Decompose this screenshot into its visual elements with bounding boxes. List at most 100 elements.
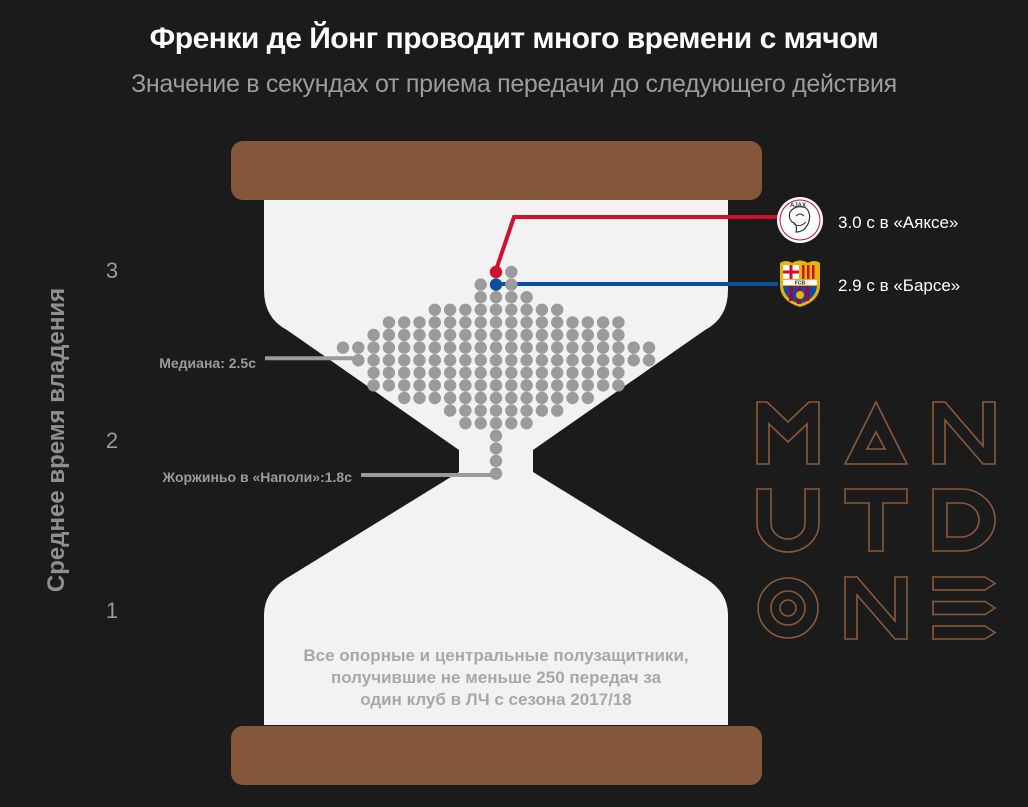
player-dot (489, 454, 503, 468)
player-dot (505, 303, 518, 316)
player-dot (413, 379, 426, 392)
player-dot (489, 328, 503, 342)
player-dot (474, 291, 487, 304)
player-dot (535, 404, 549, 417)
player-dot (474, 278, 487, 291)
player-dot (566, 379, 579, 392)
player-dot (535, 316, 549, 329)
player-dot (443, 366, 457, 379)
player-dot (596, 366, 610, 379)
player-dot (398, 354, 411, 367)
player-dot (474, 328, 487, 342)
player-dot (535, 366, 549, 379)
player-dot (612, 354, 625, 367)
player-dot (352, 354, 365, 367)
player-dot (520, 291, 533, 304)
player-dot (520, 404, 533, 417)
y-axis-title: Среднее время владения (43, 288, 70, 592)
player-dot (551, 404, 564, 417)
barca-label: 2.9 с в «Барсе» (838, 276, 960, 295)
player-dot (535, 303, 549, 316)
player-dot (581, 341, 594, 354)
player-dot (520, 391, 533, 405)
player-dot (505, 328, 518, 342)
player-dot (489, 354, 503, 367)
player-dot (535, 354, 549, 367)
player-dot (505, 354, 518, 367)
player-dot (474, 341, 487, 354)
player-dot (443, 328, 457, 342)
player-dot (459, 303, 472, 316)
player-dot (505, 391, 518, 405)
player-dot (520, 328, 533, 342)
player-dot (581, 354, 594, 367)
player-dot (459, 354, 472, 367)
player-dot (627, 341, 640, 354)
player-dot (428, 316, 441, 329)
chart-title: Френки де Йонг проводит много времени с … (149, 22, 879, 55)
player-dot (367, 354, 380, 367)
player-dot (428, 354, 441, 367)
player-dot (489, 303, 503, 316)
player-dot (413, 328, 426, 342)
player-dot (443, 404, 457, 417)
player-dot (459, 404, 472, 417)
player-dot (612, 316, 625, 329)
player-dot (627, 354, 640, 367)
ajax-callout-line (494, 215, 778, 271)
player-dot (551, 354, 564, 367)
player-dot (581, 391, 594, 405)
player-dot (596, 379, 610, 392)
player-dot (382, 316, 396, 329)
svg-text:AJAX: AJAX (790, 203, 806, 209)
player-dot (489, 316, 503, 329)
player-dot (535, 341, 549, 354)
player-dot (428, 366, 441, 379)
player-dot (459, 379, 472, 392)
player-dot (382, 354, 396, 367)
player-dot (581, 379, 594, 392)
player-dot (398, 316, 411, 329)
player-dot (443, 316, 457, 329)
player-dot (520, 303, 533, 316)
player-dot (336, 341, 350, 354)
note-line: Все опорные и центральные полузащитники, (303, 646, 688, 665)
player-dot (505, 316, 518, 329)
player-dot (505, 265, 518, 279)
player-dot (551, 391, 564, 405)
player-dot (581, 316, 594, 329)
hourglass-bottom-bar (231, 726, 762, 785)
player-dot (413, 316, 426, 329)
player-dot (566, 328, 579, 342)
note-line: получившие не меньше 250 передач за (331, 668, 662, 687)
player-dot (596, 316, 610, 329)
player-dot (581, 366, 594, 379)
player-dot (596, 341, 610, 354)
player-dot (489, 341, 503, 354)
player-dot (505, 379, 518, 392)
player-dot (474, 417, 487, 430)
player-dot (505, 278, 518, 291)
player-dot (505, 366, 518, 379)
player-dot (566, 341, 579, 354)
ajax-label: 3.0 с в «Аяксе» (838, 213, 958, 232)
player-dot (489, 291, 503, 304)
chart-subtitle: Значение в секундах от приема передачи д… (131, 70, 897, 98)
player-dot (520, 341, 533, 354)
player-dot (382, 366, 396, 379)
player-dot (505, 291, 518, 304)
player-dot (505, 404, 518, 417)
ajax-dejong-dot (489, 265, 503, 279)
player-dot (474, 379, 487, 392)
median-label: Медиана: 2.5с (159, 355, 256, 371)
man-utd-one-logo (756, 400, 997, 640)
player-dot (474, 316, 487, 329)
jorginho-label: Жоржиньо в «Наполи»:1.8с (162, 469, 353, 485)
player-dot (489, 379, 503, 392)
player-dot (566, 316, 579, 329)
player-dot (413, 341, 426, 354)
player-dot (459, 341, 472, 354)
player-dot (520, 366, 533, 379)
fcb-crest-icon: FCB (780, 260, 820, 307)
player-dot (489, 417, 503, 430)
